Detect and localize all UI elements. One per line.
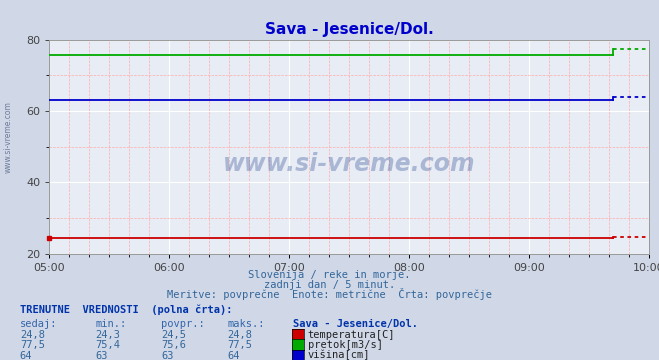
Text: 24,8: 24,8 [227, 330, 252, 341]
Text: Slovenija / reke in morje.: Slovenija / reke in morje. [248, 270, 411, 280]
Text: 24,8: 24,8 [20, 330, 45, 341]
Text: sedaj:: sedaj: [20, 319, 57, 329]
Text: 75,6: 75,6 [161, 341, 186, 351]
Text: min.:: min.: [96, 319, 127, 329]
Text: temperatura[C]: temperatura[C] [308, 330, 395, 341]
Text: 63: 63 [96, 351, 108, 360]
Text: višina[cm]: višina[cm] [308, 350, 370, 360]
Text: 77,5: 77,5 [227, 341, 252, 351]
Text: www.si-vreme.com: www.si-vreme.com [223, 152, 476, 176]
Title: Sava - Jesenice/Dol.: Sava - Jesenice/Dol. [265, 22, 434, 37]
Text: TRENUTNE  VREDNOSTI  (polna črta):: TRENUTNE VREDNOSTI (polna črta): [20, 305, 232, 315]
Text: zadnji dan / 5 minut.: zadnji dan / 5 minut. [264, 280, 395, 290]
Text: 24,3: 24,3 [96, 330, 121, 341]
Text: 64: 64 [227, 351, 240, 360]
Text: 24,5: 24,5 [161, 330, 186, 341]
Text: 63: 63 [161, 351, 174, 360]
Text: pretok[m3/s]: pretok[m3/s] [308, 341, 383, 351]
Text: 75,4: 75,4 [96, 341, 121, 351]
Text: Sava - Jesenice/Dol.: Sava - Jesenice/Dol. [293, 319, 418, 329]
Text: Meritve: povprečne  Enote: metrične  Črta: povprečje: Meritve: povprečne Enote: metrične Črta:… [167, 288, 492, 300]
Text: maks.:: maks.: [227, 319, 265, 329]
Text: 77,5: 77,5 [20, 341, 45, 351]
Text: 64: 64 [20, 351, 32, 360]
Text: povpr.:: povpr.: [161, 319, 205, 329]
Text: www.si-vreme.com: www.si-vreme.com [3, 101, 13, 173]
